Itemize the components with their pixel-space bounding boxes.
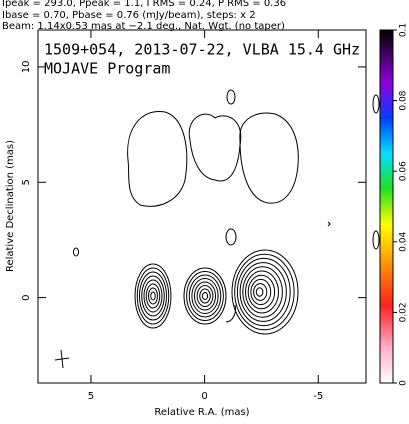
colorbar-tick-label: 0.06 [399, 161, 409, 181]
contour [186, 271, 224, 321]
y-axis-label: Relative Declination (mas) [5, 140, 16, 272]
contour [239, 262, 287, 322]
header-line: Ibase = 0.70, Pbase = 0.76 (mJy/beam), s… [2, 10, 256, 21]
contour [145, 283, 161, 309]
contour [245, 270, 279, 314]
contour [143, 279, 163, 313]
contour [134, 263, 172, 329]
contours [73, 89, 380, 335]
contour [150, 291, 156, 301]
contour [136, 267, 170, 325]
contour [141, 275, 165, 317]
colorbar-tick-label: 0.08 [399, 90, 409, 110]
x-tick-label: -5 [313, 391, 323, 402]
contour [225, 228, 237, 246]
contour [188, 274, 222, 318]
contour [231, 249, 299, 335]
contour [127, 111, 188, 207]
contour [73, 247, 79, 257]
contour [239, 112, 299, 204]
beam [54, 349, 70, 369]
header-line: Ipeak = 293.0, Ppeak = 1.1, I RMS = 0.24… [2, 0, 286, 9]
y-tick-label: 10 [21, 61, 32, 74]
contour [247, 274, 276, 310]
y-tick-label: 5 [21, 179, 32, 185]
contour [199, 288, 211, 304]
plot-subtitle: MOJAVE Program [44, 60, 170, 78]
header-line: Beam: 1.14x0.53 mas at −2.1 deg., Nat. W… [2, 21, 285, 32]
contour [226, 89, 236, 105]
contour [242, 266, 283, 318]
contour [255, 287, 264, 297]
colorbar-tick-label: 0.02 [399, 302, 409, 322]
contour [201, 292, 209, 300]
x-axis-label: Relative R.A. (mas) [154, 407, 249, 418]
contour [188, 113, 242, 182]
colorbar-tick-label: 0.04 [399, 232, 409, 252]
plot-title: 1509+054, 2013-07-22, VLBA 15.4 GHz [44, 41, 360, 59]
contour [327, 221, 331, 227]
contour [191, 278, 219, 314]
colorbar-tick-label: 0.1 [399, 23, 409, 37]
colorbar [379, 29, 394, 384]
contour [225, 304, 236, 323]
contour [196, 285, 214, 307]
contour [372, 94, 380, 114]
contour [372, 230, 380, 250]
contour [253, 283, 268, 301]
contour [194, 281, 216, 311]
contour [234, 253, 295, 331]
plot-frame [37, 29, 367, 384]
contour [250, 278, 272, 306]
contour [183, 267, 227, 325]
colorbar-tick-label: 0 [399, 380, 409, 386]
contour [139, 271, 167, 321]
contour [236, 257, 291, 327]
contour [148, 287, 158, 305]
x-tick-label: 5 [88, 391, 94, 402]
x-tick-label: 0 [201, 391, 207, 402]
y-tick-label: 0 [21, 294, 32, 300]
